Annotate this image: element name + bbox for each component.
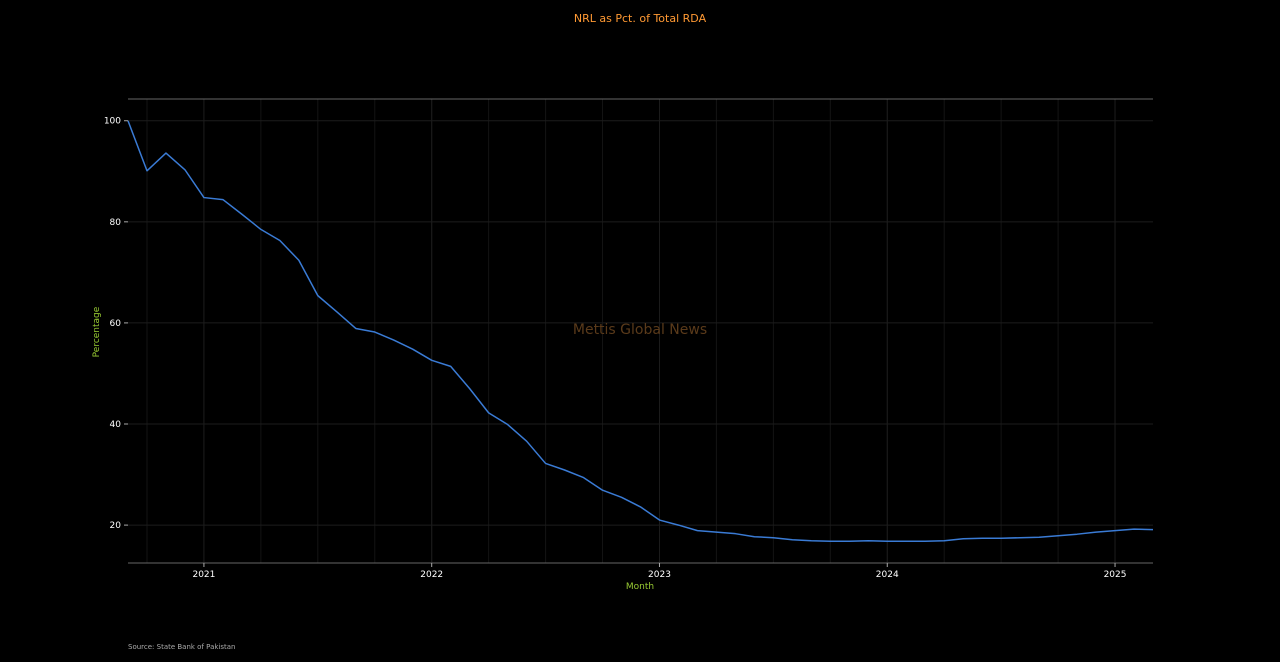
y-axis-label: Percentage xyxy=(92,306,102,357)
x-tick-label: 2022 xyxy=(420,570,443,580)
axes xyxy=(128,98,1153,564)
x-tick-label: 2023 xyxy=(648,570,671,580)
y-tick-label: 40 xyxy=(110,420,122,430)
x-tick-label: 2024 xyxy=(876,570,899,580)
series-line xyxy=(127,120,1154,543)
y-tick-label: 60 xyxy=(110,319,122,329)
chart-title: NRL as Pct. of Total RDA xyxy=(574,12,707,25)
x-tick-label: 2025 xyxy=(1104,570,1127,580)
watermark: Mettis Global News xyxy=(573,322,707,338)
x-tick-label: 2021 xyxy=(192,570,215,580)
x-axis-label: Month xyxy=(626,582,654,592)
y-tick-label: 20 xyxy=(110,521,122,531)
y-tick-label: 80 xyxy=(110,218,122,228)
y-ticks: 20 40 60 80 100 xyxy=(104,117,128,531)
source-note: Source: State Bank of Pakistan xyxy=(128,643,235,651)
series-layer xyxy=(127,120,1154,543)
grid xyxy=(128,99,1153,563)
y-tick-label: 100 xyxy=(104,117,121,127)
x-ticks: 2021 2022 2023 2024 2025 xyxy=(192,563,1126,580)
